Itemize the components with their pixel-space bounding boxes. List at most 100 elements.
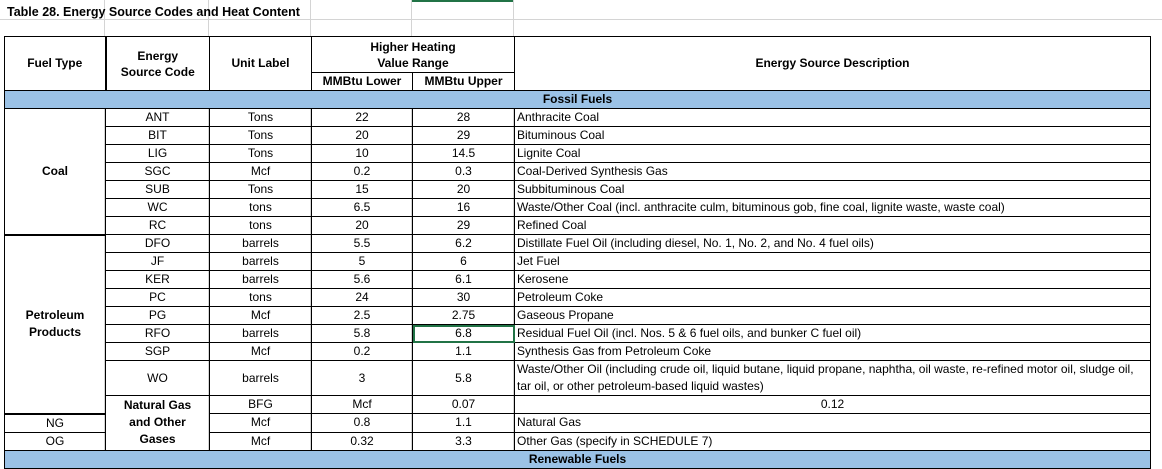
upper-cell[interactable]: 6 (412, 252, 515, 271)
lower-cell[interactable]: 6.5 (311, 198, 413, 217)
lower-cell[interactable]: 24 (311, 288, 413, 307)
unit-cell[interactable]: Tons (209, 144, 312, 163)
upper-cell[interactable]: 5.8 (412, 360, 515, 396)
lower-cell[interactable]: 10 (311, 144, 413, 163)
upper-cell-selected[interactable]: 6.8 (412, 324, 515, 343)
description-cell[interactable]: Anthracite Coal (514, 108, 1151, 127)
upper-cell[interactable]: 1.1 (412, 413, 515, 433)
header-description[interactable]: Energy Source Description (514, 36, 1151, 91)
unit-cell[interactable]: Tons (209, 126, 312, 145)
lower-cell[interactable]: 5 (311, 252, 413, 271)
code-cell[interactable]: BFG (209, 395, 312, 414)
header-unit-label[interactable]: Unit Label (209, 36, 312, 91)
description-cell[interactable]: Residual Fuel Oil (incl. Nos. 5 & 6 fuel… (514, 324, 1151, 343)
code-cell[interactable]: SGP (105, 342, 210, 361)
description-cell[interactable]: Synthesis Gas from Petroleum Coke (514, 342, 1151, 361)
upper-cell[interactable]: 6.1 (412, 270, 515, 289)
upper-cell[interactable]: 2.75 (412, 306, 515, 325)
unit-cell[interactable]: Tons (209, 180, 312, 199)
lower-cell[interactable]: 0.2 (311, 342, 413, 361)
group-petroleum-products[interactable]: Petroleum Products (4, 234, 106, 415)
code-cell[interactable]: PC (105, 288, 210, 307)
description-cell[interactable]: Distillate Fuel Oil (including diesel, N… (514, 234, 1151, 253)
unit-cell[interactable]: Mcf (209, 342, 312, 361)
unit-cell[interactable]: tons (209, 288, 312, 307)
code-cell[interactable]: SGC (105, 162, 210, 181)
description-cell[interactable]: Waste/Other Coal (incl. anthracite culm,… (514, 198, 1151, 217)
upper-cell[interactable]: 20 (412, 180, 515, 199)
lower-cell[interactable]: 15 (311, 180, 413, 199)
upper-cell[interactable]: 30 (412, 288, 515, 307)
unit-cell[interactable]: Mcf (209, 162, 312, 181)
upper-cell[interactable]: 1.1 (412, 342, 515, 361)
upper-cell[interactable]: 3.3 (412, 431, 515, 451)
upper-cell[interactable]: 29 (412, 126, 515, 145)
lower-cell[interactable]: 5.5 (311, 234, 413, 253)
lower-cell[interactable]: 0.07 (412, 395, 515, 414)
description-cell[interactable]: Natural Gas (514, 413, 1151, 433)
group-natural-gas[interactable]: Natural Gas and Other Gases (105, 395, 210, 451)
code-cell[interactable]: RFO (105, 324, 210, 343)
lower-cell[interactable]: 0.32 (311, 431, 413, 451)
description-cell[interactable]: Refined Coal (514, 216, 1151, 235)
lower-cell[interactable]: 0.2 (311, 162, 413, 181)
lower-cell[interactable]: 0.8 (311, 413, 413, 433)
code-cell[interactable]: KER (105, 270, 210, 289)
description-cell[interactable]: Subbituminous Coal (514, 180, 1151, 199)
code-cell[interactable]: OG (4, 431, 106, 451)
code-cell[interactable]: WO (105, 360, 210, 396)
description-cell[interactable]: Bituminous Coal (514, 126, 1151, 145)
upper-cell[interactable]: 29 (412, 216, 515, 235)
unit-cell[interactable]: barrels (209, 360, 312, 396)
description-cell[interactable]: Waste/Other Oil (including crude oil, li… (514, 360, 1151, 396)
unit-cell[interactable]: barrels (209, 252, 312, 271)
upper-cell[interactable]: 0.12 (514, 395, 1151, 414)
unit-cell[interactable]: barrels (209, 234, 312, 253)
header-mmbtu-upper[interactable]: MMBtu Upper (412, 72, 515, 91)
lower-cell[interactable]: 3 (311, 360, 413, 396)
code-cell[interactable]: JF (105, 252, 210, 271)
upper-cell[interactable]: 0.3 (412, 162, 515, 181)
description-cell[interactable]: Gaseous Propane (514, 306, 1151, 325)
description-cell[interactable]: Kerosene (514, 270, 1151, 289)
upper-cell[interactable]: 6.2 (412, 234, 515, 253)
upper-cell[interactable]: 28 (412, 108, 515, 127)
code-cell[interactable]: BIT (105, 126, 210, 145)
group-coal[interactable]: Coal (4, 108, 106, 236)
description-cell[interactable]: Lignite Coal (514, 144, 1151, 163)
header-energy-source-code[interactable]: Energy Source Code (105, 36, 210, 91)
section-fossil-fuels[interactable]: Fossil Fuels (4, 90, 1151, 109)
unit-cell[interactable]: tons (209, 198, 312, 217)
code-cell[interactable]: RC (105, 216, 210, 235)
unit-cell[interactable]: Mcf (311, 395, 413, 414)
unit-cell[interactable]: Mcf (209, 306, 312, 325)
section-renewable-fuels[interactable]: Renewable Fuels (4, 449, 1151, 469)
code-cell[interactable]: DFO (105, 234, 210, 253)
upper-cell[interactable]: 14.5 (412, 144, 515, 163)
code-cell[interactable]: ANT (105, 108, 210, 127)
description-cell[interactable]: Jet Fuel (514, 252, 1151, 271)
lower-cell[interactable]: 2.5 (311, 306, 413, 325)
unit-cell[interactable]: Mcf (209, 431, 312, 451)
unit-cell[interactable]: tons (209, 216, 312, 235)
code-cell[interactable]: SUB (105, 180, 210, 199)
unit-cell[interactable]: barrels (209, 270, 312, 289)
code-cell[interactable]: LIG (105, 144, 210, 163)
description-cell[interactable]: Petroleum Coke (514, 288, 1151, 307)
lower-cell[interactable]: 5.8 (311, 324, 413, 343)
header-mmbtu-lower[interactable]: MMBtu Lower (311, 72, 413, 91)
header-fuel-type[interactable]: Fuel Type (4, 36, 107, 91)
header-heating-value-range[interactable]: Higher Heating Value Range (311, 36, 515, 73)
code-cell[interactable]: NG (4, 413, 106, 433)
lower-cell[interactable]: 5.6 (311, 270, 413, 289)
lower-cell[interactable]: 22 (311, 108, 413, 127)
code-cell[interactable]: PG (105, 306, 210, 325)
unit-cell[interactable]: barrels (209, 324, 312, 343)
lower-cell[interactable]: 20 (311, 126, 413, 145)
unit-cell[interactable]: Tons (209, 108, 312, 127)
upper-cell[interactable]: 16 (412, 198, 515, 217)
description-cell[interactable]: Coal-Derived Synthesis Gas (514, 162, 1151, 181)
code-cell[interactable]: WC (105, 198, 210, 217)
unit-cell[interactable]: Mcf (209, 413, 312, 433)
lower-cell[interactable]: 20 (311, 216, 413, 235)
